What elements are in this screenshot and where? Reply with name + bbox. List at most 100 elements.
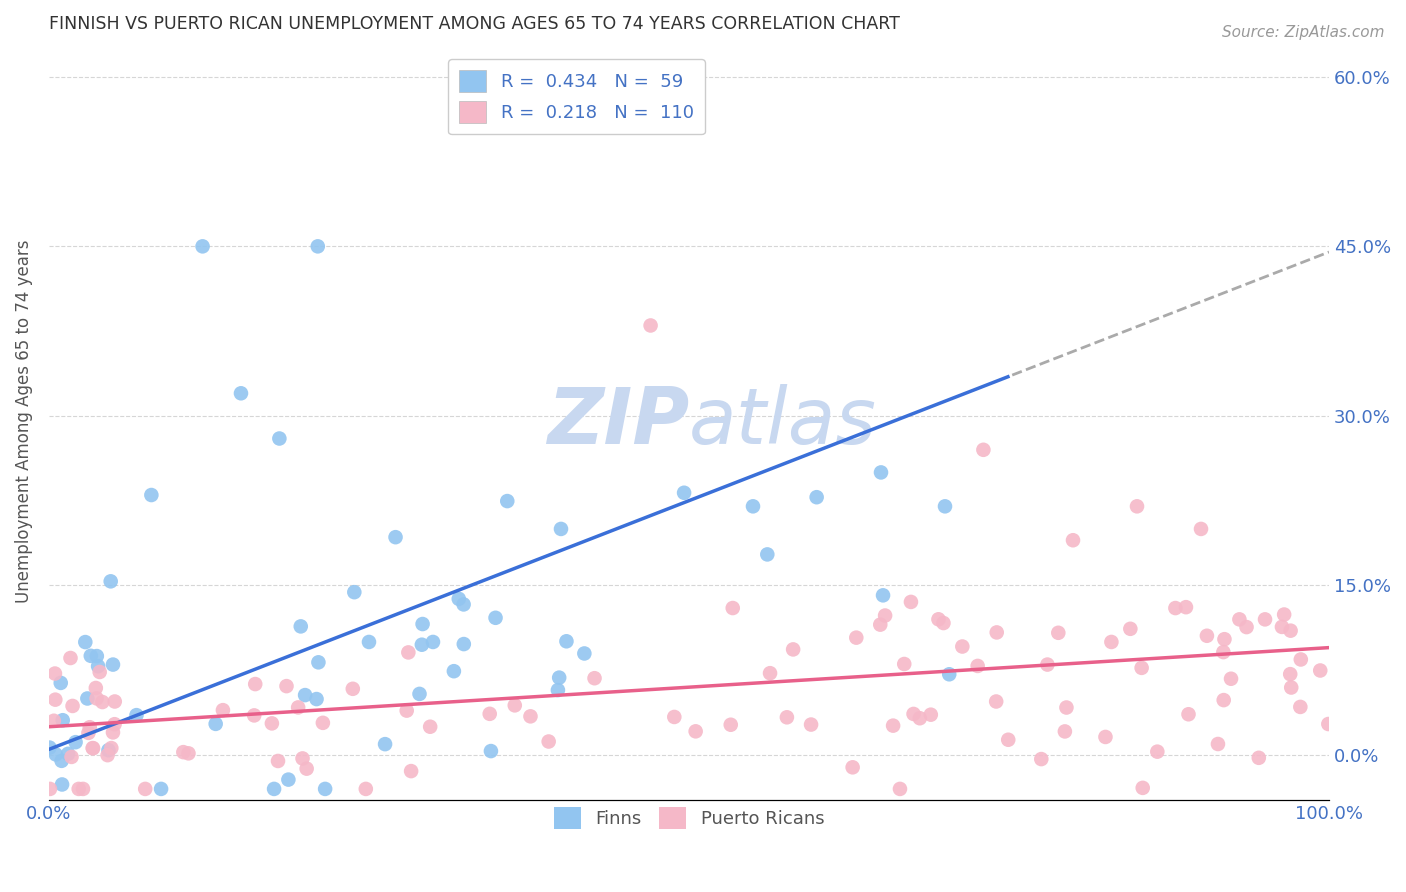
Point xyxy=(75,635,97,649)
Point xyxy=(496,494,519,508)
Point xyxy=(399,764,422,778)
Point xyxy=(56,747,79,761)
Point xyxy=(583,671,606,685)
Point xyxy=(547,683,569,698)
Point xyxy=(1229,612,1251,626)
Point xyxy=(51,754,73,768)
Point xyxy=(89,665,111,679)
Point xyxy=(938,667,960,681)
Point xyxy=(1195,629,1218,643)
Point xyxy=(86,649,108,664)
Point xyxy=(1054,700,1077,714)
Point xyxy=(357,635,380,649)
Point xyxy=(1146,745,1168,759)
Point xyxy=(276,679,298,693)
Point xyxy=(950,640,973,654)
Point xyxy=(191,239,214,253)
Point xyxy=(100,574,122,589)
Point xyxy=(263,781,285,796)
Point xyxy=(101,657,124,672)
Point xyxy=(343,585,366,599)
Point xyxy=(519,709,541,723)
Point xyxy=(986,694,1008,708)
Point xyxy=(44,666,66,681)
Point xyxy=(342,681,364,696)
Point xyxy=(277,772,299,787)
Point xyxy=(287,700,309,714)
Point xyxy=(51,777,73,791)
Point xyxy=(721,601,744,615)
Point xyxy=(395,704,418,718)
Point xyxy=(49,676,72,690)
Point xyxy=(104,694,127,708)
Point xyxy=(103,717,125,731)
Point xyxy=(920,707,942,722)
Point xyxy=(1047,625,1070,640)
Point xyxy=(76,691,98,706)
Point xyxy=(97,743,120,757)
Point xyxy=(72,781,94,796)
Point xyxy=(845,631,868,645)
Point xyxy=(1212,645,1234,659)
Point xyxy=(1175,600,1198,615)
Point xyxy=(86,691,108,706)
Point xyxy=(411,638,433,652)
Point xyxy=(759,666,782,681)
Point xyxy=(290,619,312,633)
Point xyxy=(453,598,475,612)
Point xyxy=(484,611,506,625)
Point xyxy=(141,488,163,502)
Point xyxy=(720,717,742,731)
Point xyxy=(1279,667,1302,681)
Point xyxy=(932,615,955,630)
Point xyxy=(882,718,904,732)
Point xyxy=(1206,737,1229,751)
Point xyxy=(1094,730,1116,744)
Point xyxy=(97,748,120,763)
Point xyxy=(673,485,696,500)
Point xyxy=(1279,681,1302,695)
Point xyxy=(900,595,922,609)
Point xyxy=(1279,624,1302,638)
Point xyxy=(869,617,891,632)
Point xyxy=(1130,661,1153,675)
Point xyxy=(1132,780,1154,795)
Point xyxy=(478,706,501,721)
Point xyxy=(872,588,894,602)
Point xyxy=(550,522,572,536)
Point xyxy=(65,735,87,749)
Point xyxy=(87,659,110,673)
Point xyxy=(77,726,100,740)
Point xyxy=(396,645,419,659)
Point xyxy=(354,781,377,796)
Point xyxy=(42,714,65,728)
Point xyxy=(1309,664,1331,678)
Point xyxy=(503,698,526,713)
Point xyxy=(893,657,915,671)
Point xyxy=(204,717,226,731)
Point xyxy=(1036,657,1059,672)
Point xyxy=(447,591,470,606)
Point xyxy=(374,737,396,751)
Point xyxy=(305,692,328,706)
Point xyxy=(260,716,283,731)
Point xyxy=(685,724,707,739)
Point xyxy=(927,612,949,626)
Legend: Finns, Puerto Ricans: Finns, Puerto Ricans xyxy=(547,800,832,837)
Point xyxy=(841,760,863,774)
Point xyxy=(422,635,444,649)
Point xyxy=(1220,672,1243,686)
Point xyxy=(1289,700,1312,714)
Point xyxy=(82,741,104,756)
Point xyxy=(125,708,148,723)
Point xyxy=(574,647,596,661)
Point xyxy=(966,659,988,673)
Point xyxy=(314,781,336,796)
Point xyxy=(664,710,686,724)
Point xyxy=(1254,612,1277,626)
Point xyxy=(384,530,406,544)
Point xyxy=(307,239,329,253)
Text: atlas: atlas xyxy=(689,384,877,459)
Point xyxy=(903,706,925,721)
Point xyxy=(408,687,430,701)
